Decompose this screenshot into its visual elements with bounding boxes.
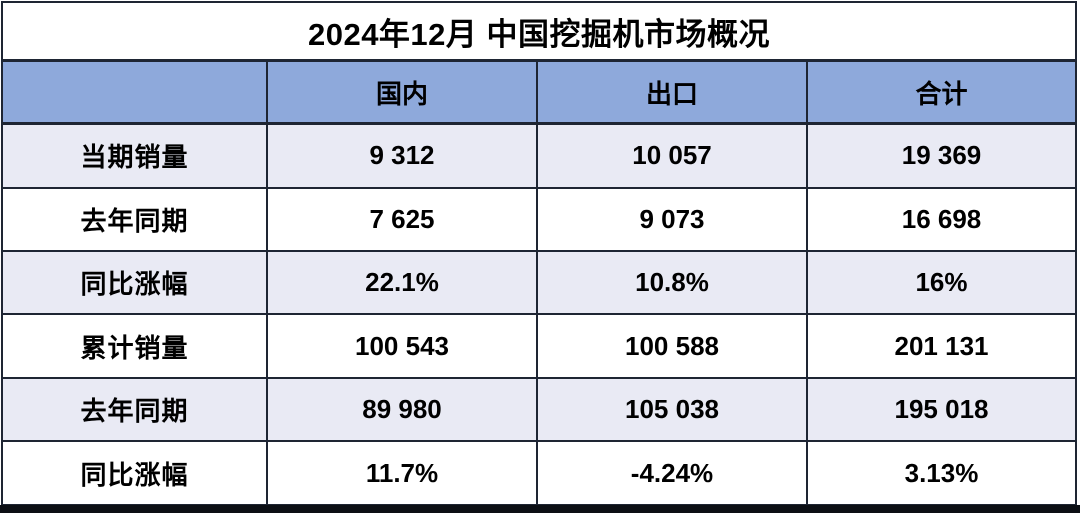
cell-value: 100 543 — [266, 313, 538, 379]
cell-value: 10 057 — [536, 122, 808, 189]
cell-value: 10.8% — [536, 249, 808, 316]
cell-value: 11.7% — [266, 440, 538, 506]
cell-value: 9 312 — [266, 122, 538, 189]
row-label: 累计销量 — [1, 313, 268, 379]
row-label: 当期销量 — [1, 122, 268, 189]
cell-value: 7 625 — [266, 186, 538, 252]
cell-value: 105 038 — [536, 376, 808, 443]
cell-value: 195 018 — [806, 376, 1077, 443]
table-row-cumulative-yoy-change: 同比涨幅 11.7% -4.24% 3.13% — [1, 440, 1077, 506]
table-row-current-sales: 当期销量 9 312 10 057 19 369 — [1, 122, 1077, 189]
cell-value: 201 131 — [806, 313, 1077, 379]
cell-value: 9 073 — [536, 186, 808, 252]
cell-value: 3.13% — [806, 440, 1077, 506]
cell-value: 16% — [806, 249, 1077, 316]
bottom-shadow-bar — [0, 505, 1080, 513]
cell-value: 100 588 — [536, 313, 808, 379]
table-row-last-year-same-period: 去年同期 7 625 9 073 16 698 — [1, 186, 1077, 252]
column-header-total: 合计 — [806, 59, 1077, 125]
row-label: 去年同期 — [1, 376, 268, 443]
column-header-row: 国内 出口 合计 — [1, 59, 1077, 125]
column-header-export: 出口 — [536, 59, 808, 125]
table-row-cumulative-last-year: 去年同期 89 980 105 038 195 018 — [1, 376, 1077, 443]
row-label: 同比涨幅 — [1, 249, 268, 316]
table-row-yoy-change: 同比涨幅 22.1% 10.8% 16% — [1, 249, 1077, 316]
row-label: 去年同期 — [1, 186, 268, 252]
cell-value: 16 698 — [806, 186, 1077, 252]
cell-value: 22.1% — [266, 249, 538, 316]
cell-value: -4.24% — [536, 440, 808, 506]
page-title: 2024年12月 中国挖掘机市场概况 — [1, 1, 1077, 62]
column-header-blank — [1, 59, 268, 125]
cell-value: 19 369 — [806, 122, 1077, 189]
table-row-cumulative-sales: 累计销量 100 543 100 588 201 131 — [1, 313, 1077, 379]
row-label: 同比涨幅 — [1, 440, 268, 506]
column-header-domestic: 国内 — [266, 59, 538, 125]
title-row: 2024年12月 中国挖掘机市场概况 — [1, 1, 1077, 62]
cell-value: 89 980 — [266, 376, 538, 443]
